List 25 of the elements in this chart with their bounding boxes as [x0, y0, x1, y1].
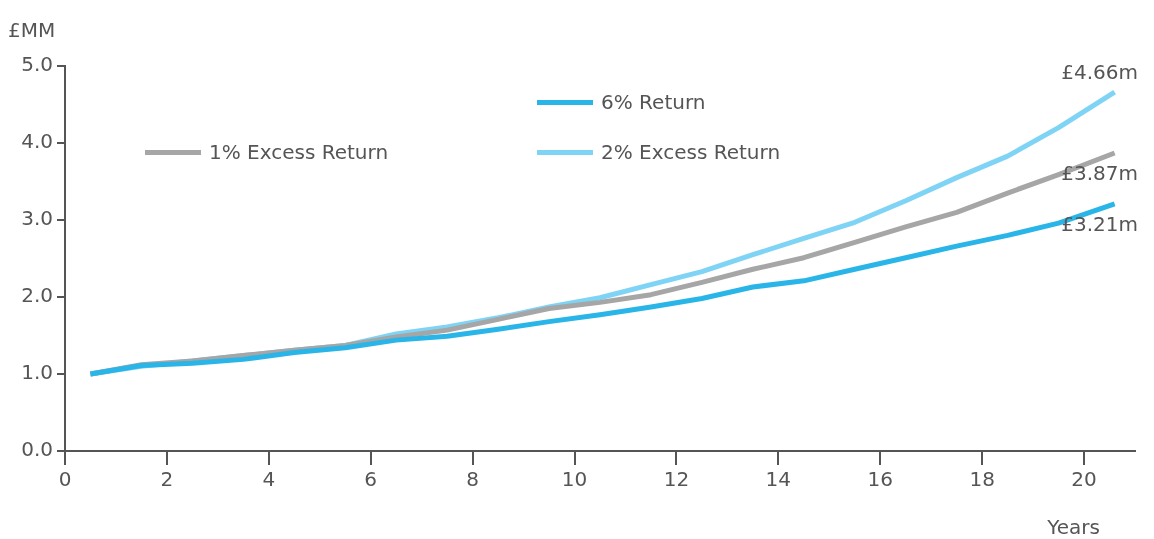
x-tick-label: 4 — [262, 467, 276, 492]
x-tick-label: 16 — [867, 467, 893, 492]
x-tick-label: 6 — [364, 467, 378, 492]
x-tick-label: 12 — [663, 467, 690, 492]
x-tick-label: 18 — [969, 467, 995, 492]
data-label: £3.87m — [1061, 161, 1138, 186]
y-axis-title: £MM — [8, 18, 56, 42]
x-tick-label: 2 — [160, 467, 174, 492]
x-axis-title: Years — [1047, 515, 1100, 539]
x-tick-label: 8 — [466, 467, 479, 492]
y-tick-label: 0.0 — [21, 437, 53, 462]
x-tick-label: 0 — [58, 467, 72, 492]
y-tick-label: 1.0 — [21, 360, 53, 385]
x-tick-label: 20 — [1071, 467, 1097, 492]
x-tick-label: 10 — [561, 467, 588, 492]
data-label: £3.21m — [1061, 212, 1138, 237]
legend-label: 1% Excess Return — [209, 140, 389, 164]
y-tick-label: 5.0 — [21, 52, 53, 77]
x-tick-label: 14 — [765, 467, 792, 492]
legend-label: 2% Excess Return — [601, 140, 781, 164]
y-tick-label: 2.0 — [21, 283, 53, 308]
y-tick-label: 4.0 — [21, 129, 53, 154]
y-tick-label: 3.0 — [21, 206, 53, 231]
legend-label: 6% Return — [601, 90, 706, 114]
data-label: £4.66m — [1061, 60, 1138, 85]
